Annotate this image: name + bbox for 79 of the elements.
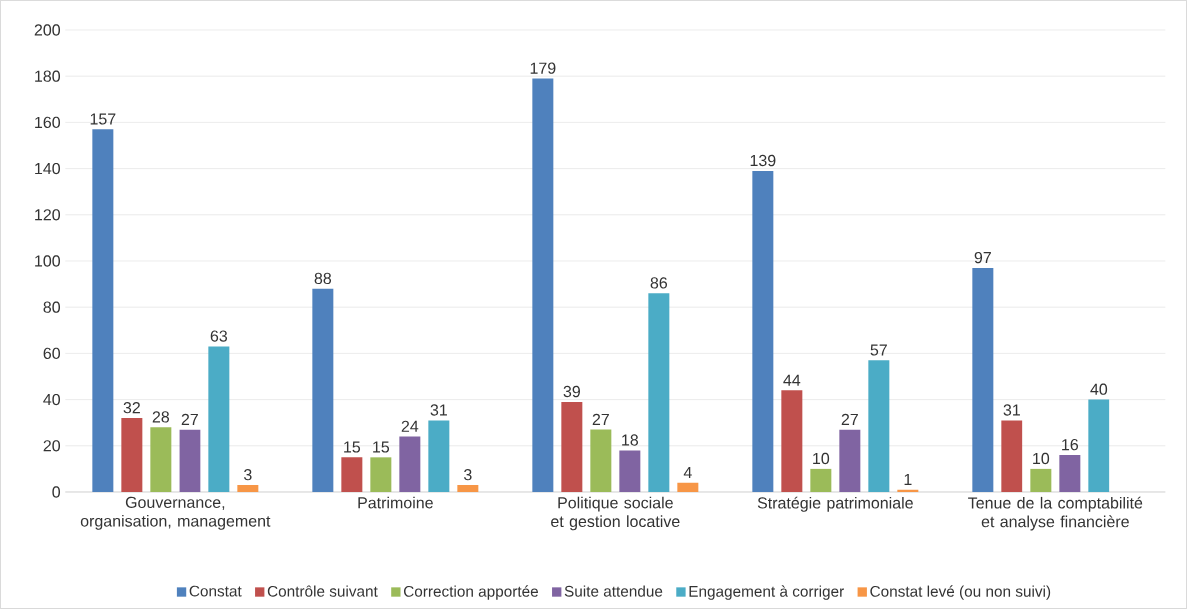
data-label: 44 <box>783 374 801 386</box>
data-label: 31 <box>430 404 447 416</box>
data-label: 15 <box>344 441 361 453</box>
bar <box>428 420 450 492</box>
data-label: 3 <box>244 469 252 481</box>
data-label: 27 <box>181 413 198 425</box>
data-label: 18 <box>622 434 639 446</box>
data-label: 16 <box>1062 438 1079 451</box>
bar <box>839 429 861 492</box>
data-label: 10 <box>813 452 830 465</box>
bar <box>590 429 612 492</box>
bar <box>150 427 172 492</box>
data-label: 10 <box>1033 452 1050 465</box>
data-label: 24 <box>401 420 419 432</box>
bar <box>341 457 363 492</box>
bar <box>121 418 143 492</box>
data-label: 139 <box>750 154 776 167</box>
bar <box>208 346 230 492</box>
bar <box>1088 399 1110 492</box>
legend-label: Constat levé (ou non suivi) <box>870 585 1051 600</box>
y-tick-label: 20 <box>43 440 61 452</box>
bar <box>1030 468 1052 492</box>
legend-label: Correction apportée <box>403 585 538 600</box>
x-tick-label: Stratégie patrimoniale <box>757 496 913 512</box>
data-label: 97 <box>974 251 991 264</box>
legend-label: Constat <box>189 585 242 597</box>
x-tick-label: Politique sociale et gestion locative <box>551 496 680 531</box>
bar <box>312 288 334 492</box>
data-label: 27 <box>592 413 609 425</box>
y-tick-label: 180 <box>35 70 61 82</box>
data-label: 57 <box>870 344 887 356</box>
bar <box>677 482 699 492</box>
y-tick-label: 40 <box>43 393 61 406</box>
x-tick-label: Tenue de la comptabilité et analyse financière <box>968 496 1143 531</box>
y-tick-label: 160 <box>35 116 61 129</box>
bar <box>810 468 832 492</box>
legend-label: Contrôle suivant <box>267 585 378 597</box>
data-label: 28 <box>152 411 170 423</box>
x-tick-label: Gouvernance, organisation, management <box>80 496 271 530</box>
y-tick-label: 200 <box>34 24 61 36</box>
y-tick-label: 100 <box>35 255 61 267</box>
bar <box>370 457 392 492</box>
bar <box>532 78 554 492</box>
data-label: 27 <box>841 413 858 425</box>
bar <box>972 267 994 492</box>
data-label: 15 <box>373 441 390 453</box>
data-label: 4 <box>683 467 692 479</box>
y-tick-label: 120 <box>35 209 61 221</box>
bar <box>399 436 421 492</box>
bar <box>92 129 114 492</box>
bar <box>457 485 479 492</box>
y-tick-label: 140 <box>35 162 61 175</box>
data-label: 39 <box>563 385 580 398</box>
bar <box>179 429 201 492</box>
data-label: 40 <box>1090 383 1108 395</box>
y-tick-label: 60 <box>43 347 61 360</box>
legend-label: Suite attendue <box>564 585 663 597</box>
y-tick-label: 80 <box>43 301 61 313</box>
data-label: 88 <box>314 272 332 284</box>
data-label: 157 <box>90 113 116 125</box>
bar <box>868 360 890 492</box>
data-label: 63 <box>210 330 228 342</box>
bar <box>648 293 670 492</box>
bar <box>619 450 641 492</box>
legend-label: Engagement à corriger <box>689 585 844 600</box>
data-label: 32 <box>123 402 140 414</box>
bar <box>1059 455 1081 492</box>
bar <box>781 390 803 492</box>
bar <box>561 401 583 492</box>
y-tick-label: 0 <box>52 486 61 498</box>
data-label: 86 <box>650 277 668 289</box>
data-label: 1 <box>904 473 912 485</box>
data-label: 3 <box>464 469 472 481</box>
bar <box>752 170 774 492</box>
x-tick-label: Patrimoine <box>358 496 433 509</box>
bar <box>237 485 259 492</box>
data-label: 179 <box>530 62 556 74</box>
bar <box>1001 420 1023 492</box>
data-label: 31 <box>1003 404 1020 416</box>
